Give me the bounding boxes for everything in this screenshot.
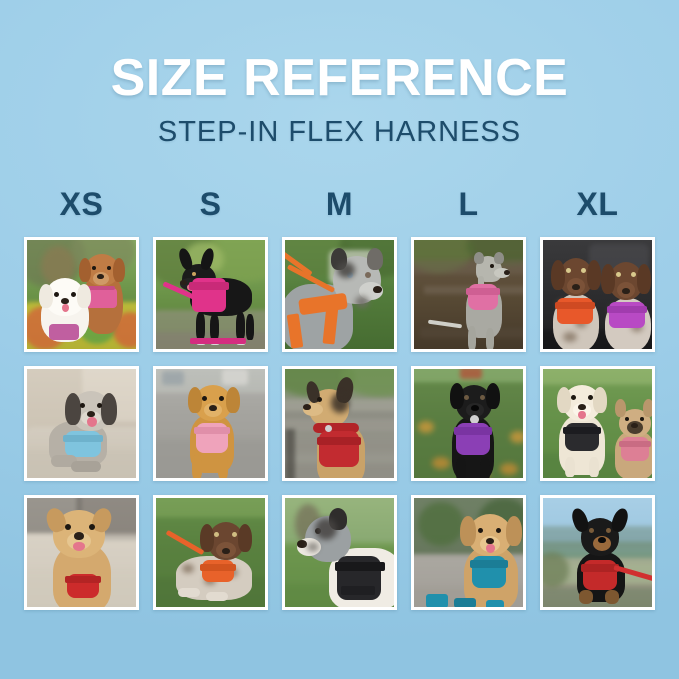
photo-xl-3 xyxy=(540,495,655,610)
page-title: SIZE REFERENCE xyxy=(110,49,569,107)
photo-xs-1 xyxy=(24,237,139,352)
photo-xs-3 xyxy=(24,495,139,610)
size-label-l: L xyxy=(458,186,479,222)
size-label-row: XS S M L XL xyxy=(24,186,655,223)
size-label-m: M xyxy=(325,186,354,222)
photo-m-2 xyxy=(282,366,397,481)
size-label-xs: XS xyxy=(59,186,104,222)
photo-xs-2 xyxy=(24,366,139,481)
page-subtitle: STEP-IN FLEX HARNESS xyxy=(157,116,522,148)
photo-s-1 xyxy=(153,237,268,352)
photo-m-1 xyxy=(282,237,397,352)
harness-xs-1 xyxy=(85,288,117,308)
header: SIZE REFERENCE STEP-IN FLEX HARNESS xyxy=(0,0,679,147)
size-label-xl: XL xyxy=(576,186,619,222)
photo-m-3 xyxy=(282,495,397,610)
photo-grid xyxy=(24,237,655,610)
photo-s-3 xyxy=(153,495,268,610)
photo-l-3 xyxy=(411,495,526,610)
size-label-s: S xyxy=(199,186,222,222)
photo-l-2 xyxy=(411,366,526,481)
photo-s-2 xyxy=(153,366,268,481)
photo-xl-2 xyxy=(540,366,655,481)
photo-l-1 xyxy=(411,237,526,352)
photo-xl-1 xyxy=(540,237,655,352)
